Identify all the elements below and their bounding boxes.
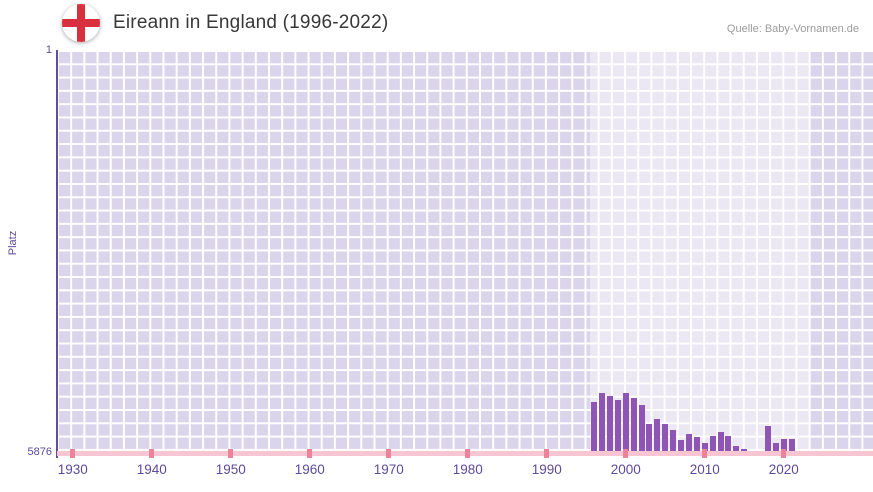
bar-2002 xyxy=(638,405,645,452)
y-axis-title: Platz xyxy=(7,230,19,256)
bar-2015 xyxy=(741,448,748,452)
highlight-band xyxy=(590,50,809,452)
bar-1996 xyxy=(591,401,598,452)
x-axis-label-1970: 1970 xyxy=(373,462,404,477)
bar-2019 xyxy=(772,442,779,452)
bar-2001 xyxy=(630,397,637,452)
bar-2003 xyxy=(646,424,653,452)
x-axis-label-2000: 2000 xyxy=(610,462,641,477)
bar-2008 xyxy=(685,433,692,452)
bar-2005 xyxy=(662,424,669,452)
x-axis-label-1930: 1930 xyxy=(57,462,88,477)
bar-2007 xyxy=(678,439,685,452)
y-axis-bottom-tick-label: 5876 xyxy=(27,446,52,458)
x-axis-tick-1950 xyxy=(228,449,234,458)
x-axis-tick-2010 xyxy=(702,449,708,458)
bar-2013 xyxy=(725,435,732,452)
x-axis-tick-1990 xyxy=(544,449,550,458)
x-axis-tick-1930 xyxy=(70,449,76,458)
x-axis-tick-1980 xyxy=(465,449,471,458)
x-axis-tick-1940 xyxy=(149,449,155,458)
x-axis-label-1940: 1940 xyxy=(136,462,167,477)
bar-2010 xyxy=(701,442,708,452)
bar-2018 xyxy=(764,426,771,452)
bar-2021 xyxy=(788,438,795,452)
x-axis-line xyxy=(57,451,873,456)
bar-2004 xyxy=(654,418,661,452)
bar-2020 xyxy=(780,438,787,452)
x-axis-label-1990: 1990 xyxy=(531,462,562,477)
source-label: Quelle: Baby-Vornamen.de xyxy=(726,23,859,35)
x-axis-label-1950: 1950 xyxy=(215,462,246,477)
plot-area xyxy=(57,50,873,458)
bar-1999 xyxy=(614,400,621,452)
x-axis-tick-1960 xyxy=(307,449,313,458)
x-axis-tick-1970 xyxy=(386,449,392,458)
bar-1998 xyxy=(606,396,613,452)
bar-2000 xyxy=(622,393,629,452)
page-title: Eireann in England (1996-2022) xyxy=(113,12,389,33)
bar-2009 xyxy=(693,437,700,452)
y-axis-line xyxy=(56,50,58,458)
x-axis-label-1960: 1960 xyxy=(294,462,325,477)
flag-cross-horizontal xyxy=(62,19,100,27)
y-axis-top-tick-label: 1 xyxy=(45,44,52,56)
bar-1997 xyxy=(599,392,606,452)
england-flag-icon xyxy=(62,4,100,42)
bar-2012 xyxy=(717,431,724,452)
x-axis-tick-2000 xyxy=(623,449,629,458)
x-axis-label-2020: 2020 xyxy=(768,462,799,477)
bar-2014 xyxy=(733,446,740,452)
bar-2006 xyxy=(670,429,677,452)
x-axis-label-1980: 1980 xyxy=(452,462,483,477)
x-axis-tick-2020 xyxy=(781,449,787,458)
bar-2011 xyxy=(709,435,716,452)
x-axis-label-2010: 2010 xyxy=(689,462,720,477)
